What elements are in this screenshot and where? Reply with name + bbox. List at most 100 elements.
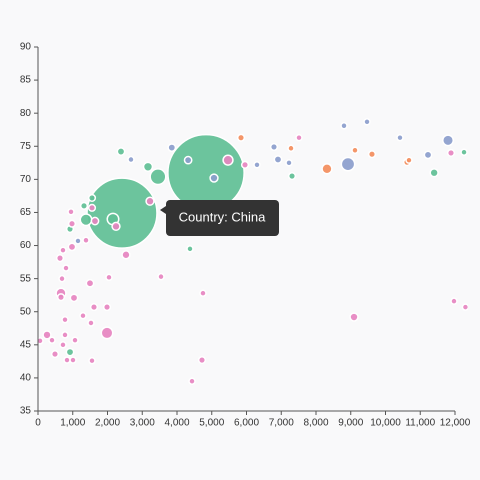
bubble — [87, 319, 95, 327]
bubble — [58, 274, 66, 283]
bubble — [405, 156, 413, 164]
bubble — [56, 293, 66, 302]
bubble — [273, 155, 283, 164]
bubble — [61, 315, 69, 324]
bubble — [48, 336, 56, 344]
bubble — [340, 122, 348, 130]
y-tick-label: 35 — [20, 406, 32, 417]
bubble — [65, 347, 75, 357]
bubble — [87, 193, 97, 202]
bubble — [367, 150, 377, 159]
bubble — [105, 273, 113, 282]
bubble — [87, 203, 97, 212]
tooltip-text: Country: China — [179, 209, 266, 224]
bubble — [287, 171, 297, 181]
bubble — [349, 312, 359, 322]
bubble — [142, 161, 154, 172]
tooltip: Country: China — [160, 200, 279, 236]
bubble — [74, 237, 82, 245]
x-tick-label: 7,000 — [269, 418, 294, 429]
bubble — [209, 173, 219, 183]
x-tick-label: 3,000 — [130, 418, 155, 429]
bubble — [79, 213, 93, 227]
x-tick-label: 4,000 — [164, 418, 189, 429]
bubble — [67, 219, 77, 228]
bubble — [50, 350, 60, 359]
y-tick-label: 85 — [20, 75, 32, 86]
bubble — [429, 168, 439, 178]
bubble — [287, 144, 295, 152]
x-tick-label: 1,000 — [60, 418, 85, 429]
bubble — [363, 118, 371, 126]
bubble — [71, 336, 79, 344]
y-tick-label: 80 — [20, 108, 32, 119]
bubble — [183, 155, 193, 165]
bubble — [100, 326, 114, 340]
x-tick-label: 12,000 — [440, 418, 471, 429]
y-tick-label: 55 — [20, 273, 32, 284]
x-tick-label: 6,000 — [234, 418, 259, 429]
x-tick-label: 8,000 — [303, 418, 328, 429]
bubble — [167, 143, 177, 152]
bubble — [111, 221, 121, 232]
x-tick-label: 9,000 — [338, 418, 363, 429]
bubble — [88, 356, 96, 365]
tooltip-pointer — [160, 206, 166, 214]
bubble — [396, 133, 404, 142]
bubble — [269, 142, 279, 152]
bubble — [86, 177, 158, 249]
y-tick-label: 70 — [20, 174, 32, 185]
bubble — [85, 278, 95, 288]
x-tick-label: 2,000 — [95, 418, 120, 429]
bubble — [186, 245, 194, 253]
bubble — [460, 148, 468, 156]
bubble — [69, 356, 77, 364]
bubble — [67, 208, 75, 216]
bubble — [59, 341, 67, 349]
bubble — [253, 161, 261, 169]
x-tick-label: 5,000 — [199, 418, 224, 429]
bubble — [38, 337, 44, 345]
bubble — [116, 147, 126, 156]
bubble — [90, 216, 100, 226]
bubble — [285, 159, 293, 167]
x-tick-label: 10,000 — [370, 418, 401, 429]
bubble — [59, 246, 67, 254]
bubble — [442, 134, 455, 147]
bubble — [55, 254, 65, 263]
bubble — [42, 330, 52, 340]
bubble — [102, 303, 112, 312]
bubble — [446, 148, 456, 157]
y-tick-label: 60 — [20, 240, 32, 251]
bubble — [61, 331, 69, 339]
y-tick-label: 50 — [20, 306, 32, 317]
bubble — [450, 297, 458, 305]
y-tick-label: 40 — [20, 373, 32, 384]
x-tick-label: 0 — [35, 418, 41, 429]
bubble — [340, 156, 356, 172]
bubble — [197, 355, 207, 365]
bubble — [295, 133, 303, 142]
bubble — [240, 160, 250, 169]
bubble — [127, 155, 135, 164]
bubble — [423, 150, 433, 160]
bubble — [145, 196, 155, 206]
bubble — [63, 356, 71, 364]
x-tick-label: 11,000 — [405, 418, 435, 429]
bubble — [79, 201, 89, 210]
bubble — [167, 133, 245, 212]
y-tick-label: 65 — [20, 207, 32, 218]
bubble — [321, 163, 333, 175]
tooltip-box — [166, 200, 279, 236]
bubble — [67, 242, 77, 252]
bubble — [157, 272, 165, 281]
bubble — [89, 303, 99, 312]
y-tick-label: 90 — [20, 42, 32, 53]
bubble — [62, 264, 70, 272]
bubble — [149, 168, 167, 186]
bubble — [82, 236, 90, 244]
bubble — [121, 250, 131, 260]
bubble — [199, 289, 207, 297]
